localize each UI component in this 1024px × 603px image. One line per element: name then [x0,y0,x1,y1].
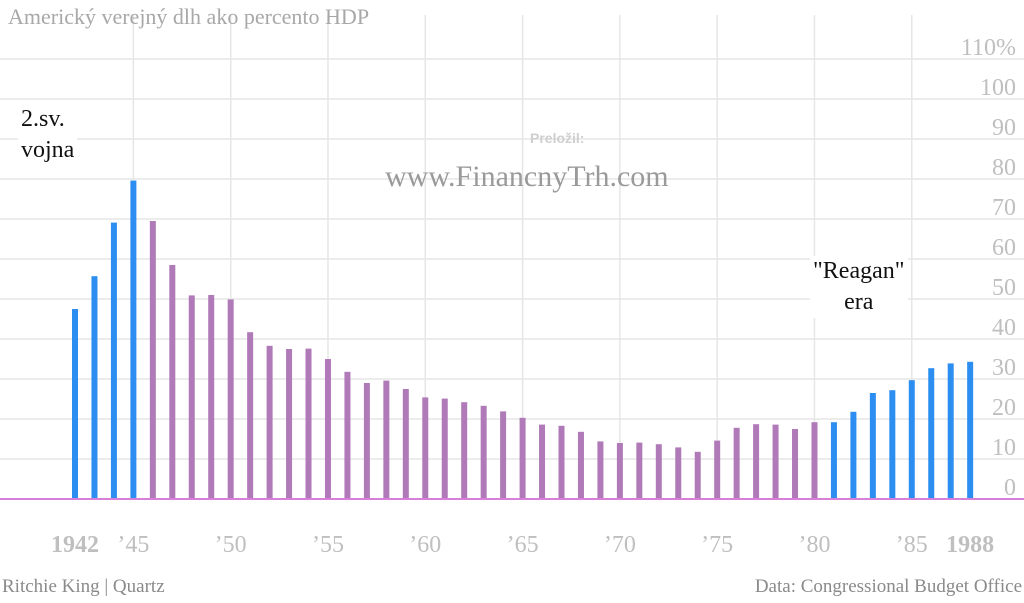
bar-1971 [636,442,643,499]
bar-1954 [305,348,312,499]
bar-1974 [694,451,701,499]
bar-1947 [169,265,176,499]
footer-source: Data: Congressional Budget Office [754,576,1022,597]
bar-1958 [383,380,390,499]
bar-1967 [558,425,565,499]
reagan-annotation: "Reagan" era [810,256,908,318]
bar-1976 [733,427,740,499]
x-tick-label: ’55 [312,532,344,558]
footer-credit: Ritchie King | Quartz [2,576,165,597]
bar-1977 [753,424,760,499]
bar-1953 [286,349,293,499]
bar-1957 [363,383,370,499]
y-tick-label: 40 [992,315,1016,341]
x-tick-label: ’75 [701,532,733,558]
bar-1984 [889,390,896,499]
x-tick-label: ’45 [117,532,149,558]
x-tick-label: ’65 [507,532,539,558]
bar-1944 [110,222,117,499]
y-tick-label: 110% [961,35,1016,61]
bar-1988 [967,361,974,499]
y-tick-label: 0 [1004,475,1016,501]
y-tick-label: 80 [992,155,1016,181]
bar-1979 [792,429,799,499]
bar-1955 [324,359,331,499]
y-tick-label: 10 [992,435,1016,461]
bar-1943 [91,276,98,499]
bar-1960 [422,397,429,499]
y-tick-label: 100 [980,75,1016,101]
bar-1942 [72,309,78,499]
bar-1972 [655,444,662,499]
x-tick-label: ’85 [896,532,928,558]
bar-1950 [227,299,234,499]
y-tick-label: 70 [992,195,1016,221]
ww2-annotation-line1: 2.sv. [21,106,65,132]
bar-1956 [344,371,351,499]
bar-1980 [811,422,818,499]
bar-1982 [850,411,857,499]
bar-1986 [928,368,935,499]
bar-1948 [188,295,195,499]
bar-1946 [149,221,156,499]
y-tick-label: 50 [992,275,1016,301]
bar-1981 [830,422,837,499]
x-tick-label: 1942 [51,532,99,558]
bar-1970 [616,443,623,499]
bar-1987 [947,363,954,499]
bar-1949 [208,295,215,499]
x-tick-label: ’80 [798,532,830,558]
bar-1959 [402,389,409,499]
bar-1963 [480,405,487,499]
bar-1961 [441,398,448,499]
x-tick-label: ’50 [215,532,247,558]
bar-1983 [869,393,876,499]
watermark-url: www.FinancnyTrh.com [385,160,669,193]
ww2-annotation: 2.sv. vojna [18,104,78,166]
bar-1969 [597,441,604,499]
chart-title: Americký verejný dlh ako percento HDP [8,4,370,29]
y-tick-label: 90 [992,115,1016,141]
bar-1962 [461,402,468,499]
bar-1945 [130,180,137,499]
bar-1968 [577,431,584,499]
bar-1951 [247,332,254,499]
reagan-annotation-line1: "Reagan" [813,258,905,284]
translator-label: Preložil: [530,130,585,146]
x-tick-label: ’60 [409,532,441,558]
bar-1985 [908,380,915,499]
bar-1964 [500,411,507,499]
bar-1975 [714,440,721,499]
bar-1952 [266,345,273,499]
bar-1973 [675,447,682,499]
y-tick-label: 30 [992,355,1016,381]
x-tick-label: ’70 [604,532,636,558]
bar-1965 [519,417,526,499]
bar-1966 [539,424,546,499]
bar-1978 [772,424,779,499]
ww2-annotation-line2: vojna [21,137,75,163]
y-tick-label: 60 [992,235,1016,261]
x-tick-label: 1988 [946,532,994,558]
reagan-annotation-line2: era [844,289,874,315]
y-tick-label: 20 [992,395,1016,421]
